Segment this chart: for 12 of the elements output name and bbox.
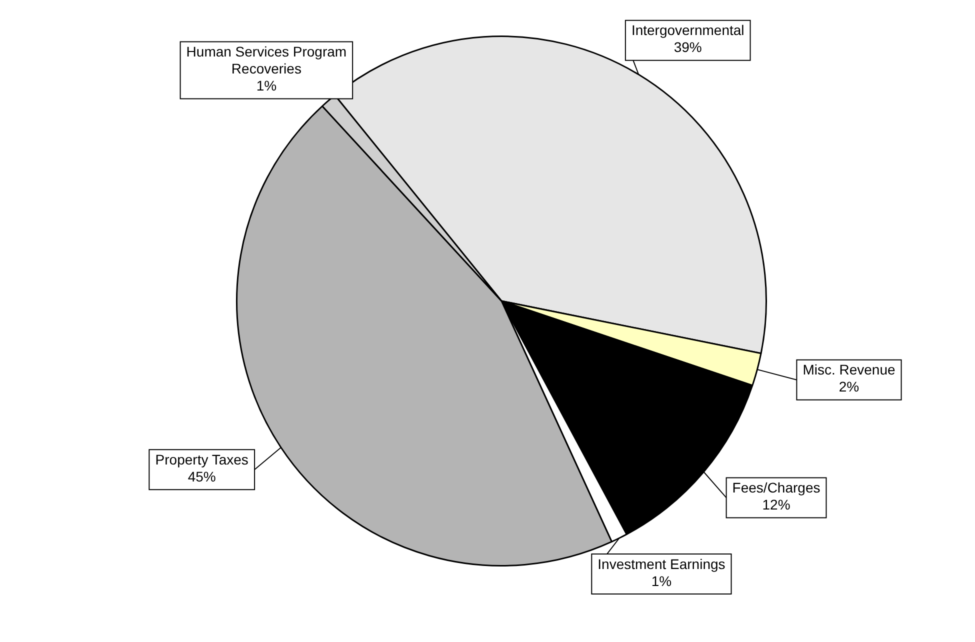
slice-label: Human Services Program Recoveries — [186, 44, 347, 77]
data-label: 1% — [651, 572, 672, 589]
data-label: 2% — [838, 378, 860, 395]
data-label: 39% — [674, 39, 702, 56]
data-label: 12% — [762, 496, 790, 513]
data-label: 1% — [256, 78, 277, 94]
slice-label: Misc. Revenue — [802, 362, 896, 378]
slice-label: Investment Earnings — [598, 556, 726, 572]
slice-label: Property Taxes — [155, 452, 248, 468]
slice-label: Intergovernmental — [631, 22, 744, 38]
data-label: 45% — [188, 468, 216, 485]
slice-label: Fees/Charges — [732, 480, 820, 496]
